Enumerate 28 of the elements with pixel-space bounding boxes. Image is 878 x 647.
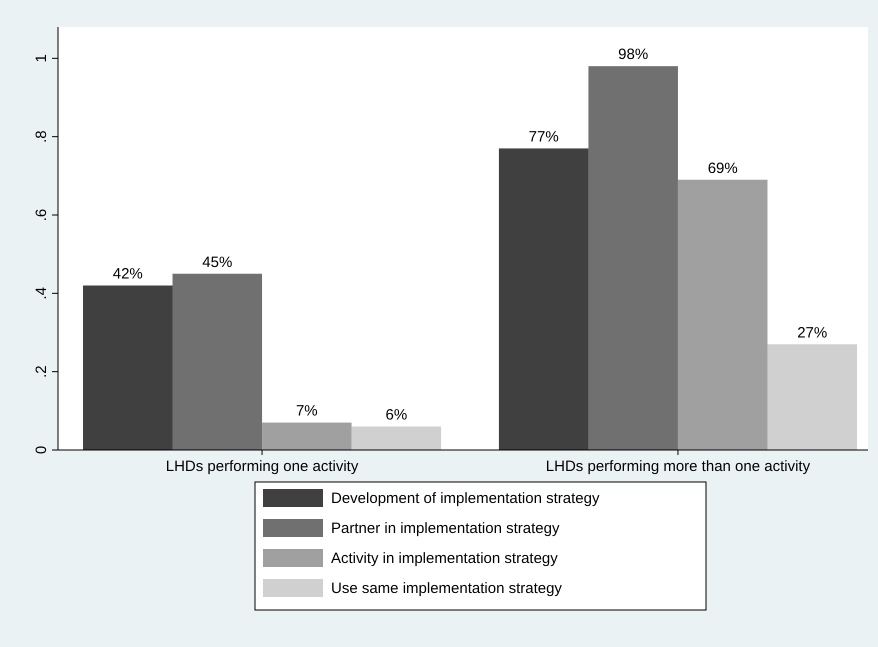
legend-label: Use same implementation strategy — [331, 580, 562, 597]
data-label: 98% — [618, 46, 648, 64]
y-tick-label: .4 — [33, 287, 50, 300]
legend-label: Development of implementation strategy — [331, 490, 600, 507]
y-tick-label: .8 — [33, 130, 50, 143]
y-tick-label: 0 — [33, 446, 50, 454]
legend-label: Partner in implementation strategy — [331, 520, 560, 537]
bar — [262, 422, 352, 450]
data-label: 77% — [528, 128, 559, 146]
y-tick-label: .6 — [33, 208, 50, 222]
data-label: 6% — [385, 406, 408, 424]
data-label: 69% — [708, 160, 738, 177]
legend-label: Activity in implementation strategy — [331, 550, 558, 567]
bar — [352, 426, 442, 450]
data-label: 45% — [202, 254, 232, 271]
data-label: 27% — [797, 324, 828, 342]
bar — [83, 286, 173, 450]
y-tick-label: .2 — [33, 365, 50, 378]
bar — [498, 148, 588, 450]
data-label: 7% — [296, 402, 318, 420]
x-tick-label: LHDs performing more than one activity — [546, 458, 811, 475]
bar — [172, 274, 262, 450]
data-label: 42% — [112, 266, 143, 282]
bar — [588, 66, 678, 450]
y-tick-label: 1 — [33, 54, 50, 63]
bar — [767, 344, 857, 450]
bar — [678, 180, 768, 450]
x-tick-label: LHDs performing one activity — [166, 458, 359, 475]
